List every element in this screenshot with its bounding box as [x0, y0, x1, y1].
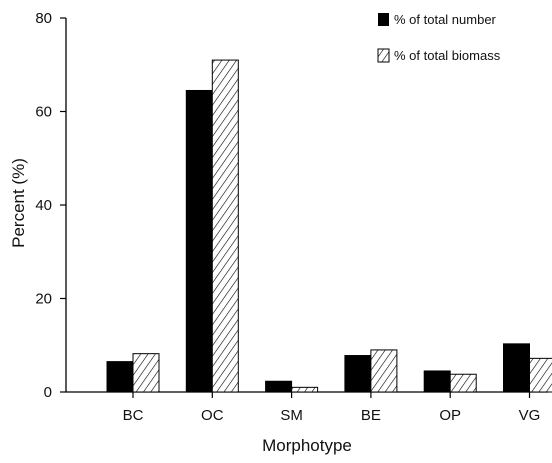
- bar-total-number-sm: [265, 380, 293, 393]
- axes: [60, 17, 548, 398]
- bar-total-biomass-op: [449, 373, 477, 393]
- x-tick-label: SM: [280, 407, 303, 424]
- x-tick-labels: BC OC SM BE OP VG: [123, 407, 541, 424]
- y-tick-label: 80: [35, 10, 52, 27]
- y-tick-label: 20: [35, 291, 52, 308]
- bar-total-number-vg: [503, 343, 530, 393]
- x-axis-title: Morphotype: [262, 436, 352, 455]
- legend-swatch-biomass: [377, 48, 390, 63]
- y-tick-label: 0: [44, 384, 52, 401]
- bar-total-biomass-be: [370, 349, 398, 393]
- bar-total-number-oc: [185, 89, 213, 393]
- x-tick-label: OC: [201, 407, 224, 424]
- legend-label-number: % of total number: [394, 12, 497, 27]
- bars: [106, 59, 552, 393]
- x-tick-label: VG: [519, 407, 541, 424]
- bar-total-number-bc: [106, 361, 134, 393]
- y-tick-label: 60: [35, 104, 52, 121]
- legend: % of total number % of total biomass: [377, 12, 501, 63]
- x-tick-label: OP: [439, 407, 461, 424]
- bar-total-number-be: [344, 355, 372, 393]
- x-tick-label: BC: [123, 407, 144, 424]
- bar-total-biomass-oc: [211, 59, 239, 393]
- legend-label-biomass: % of total biomass: [394, 48, 501, 63]
- x-tick-label: BE: [361, 407, 381, 424]
- y-tick-labels: 0 20 40 60 80: [35, 10, 52, 401]
- y-tick-label: 40: [35, 197, 52, 214]
- bar-total-biomass-vg: [529, 357, 552, 393]
- bar-total-number-op: [423, 370, 451, 393]
- bar-total-biomass-bc: [132, 353, 160, 393]
- legend-swatch-number: [378, 13, 389, 26]
- bar-total-biomass-sm: [291, 386, 319, 393]
- y-axis-title: Percent (%): [9, 158, 28, 248]
